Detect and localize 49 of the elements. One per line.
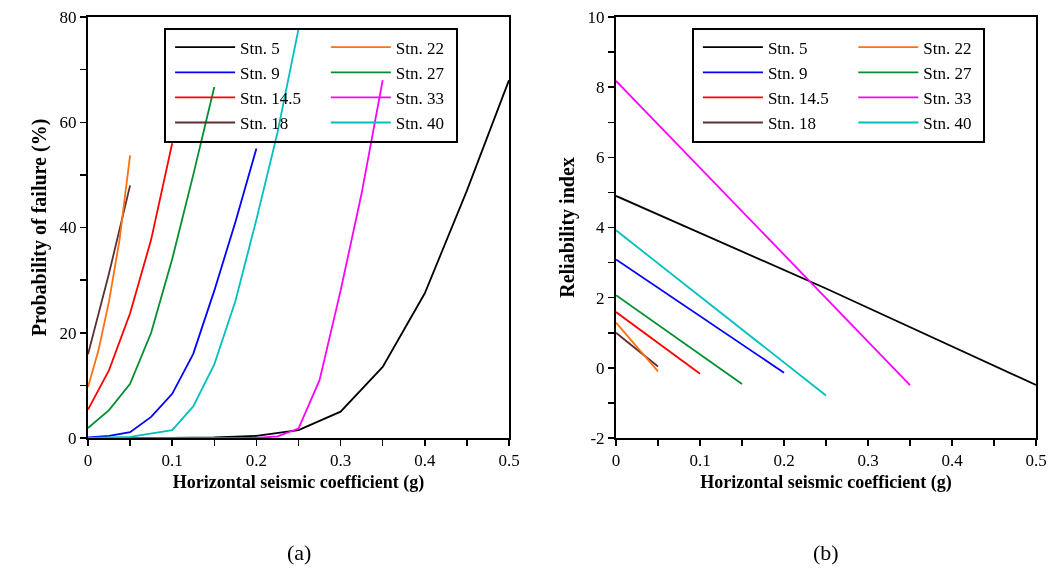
y-tick-label: 80 bbox=[59, 7, 77, 27]
line-series bbox=[88, 154, 131, 388]
legend-label: Stn. 33 bbox=[923, 89, 972, 109]
legend-label: Stn. 5 bbox=[767, 38, 808, 58]
y-tick-label: 6 bbox=[596, 148, 605, 168]
y-tick-label: 8 bbox=[596, 78, 605, 98]
x-tick-label: 0.1 bbox=[161, 451, 183, 471]
x-tick-label: 0 bbox=[83, 451, 93, 471]
y-axis-title: Probability of failure (%) bbox=[27, 118, 51, 337]
y-tick-label: 2 bbox=[596, 288, 605, 308]
x-tick-label: 0.2 bbox=[773, 451, 795, 471]
x-tick-label: 0.5 bbox=[1025, 451, 1047, 471]
y-tick-label: 40 bbox=[59, 218, 77, 238]
x-tick-label: 0.1 bbox=[689, 451, 711, 471]
legend-label: Stn. 9 bbox=[240, 63, 280, 83]
y-tick-label: -2 bbox=[590, 428, 605, 448]
legend-label: Stn. 18 bbox=[767, 114, 817, 134]
x-tick-label: 0.3 bbox=[329, 451, 352, 471]
line-series bbox=[88, 147, 258, 438]
x-tick-label: 0.4 bbox=[941, 451, 964, 471]
y-tick-label: 10 bbox=[587, 7, 605, 27]
legend-label: Stn. 27 bbox=[395, 63, 445, 83]
x-tick-label: 0.4 bbox=[414, 451, 436, 471]
y-tick-label: 20 bbox=[59, 323, 77, 343]
legend-label: Stn. 33 bbox=[395, 89, 445, 109]
x-tick-label: 0.2 bbox=[245, 451, 268, 471]
x-tick-label: 0.5 bbox=[498, 451, 520, 471]
text: (b) bbox=[813, 540, 839, 565]
y-tick-label: 0 bbox=[68, 428, 77, 448]
line-series bbox=[88, 86, 216, 429]
x-axis-title: Horizontal seismic coefficient (g) bbox=[172, 472, 425, 493]
y-axis-title: Reliability index bbox=[555, 157, 579, 298]
x-tick-label: 0 bbox=[611, 451, 621, 471]
legend-label: Stn. 9 bbox=[767, 63, 808, 83]
line-series bbox=[88, 28, 300, 438]
x-tick-label: 0.3 bbox=[857, 451, 879, 471]
y-tick-label: 60 bbox=[59, 113, 77, 133]
legend-label: Stn. 22 bbox=[923, 38, 972, 58]
y-tick-label: 4 bbox=[596, 218, 606, 238]
legend-label: Stn. 40 bbox=[395, 114, 445, 134]
legend-label: Stn. 22 bbox=[395, 38, 445, 58]
legend-label: Stn. 5 bbox=[240, 38, 280, 58]
text: (a) bbox=[287, 540, 312, 565]
legend-label: Stn. 14.5 bbox=[767, 89, 829, 109]
x-axis-title: Horizontal seismic coefficient (g) bbox=[700, 472, 952, 493]
legend-label: Stn. 40 bbox=[923, 114, 972, 134]
legend-label: Stn. 27 bbox=[923, 63, 972, 83]
y-tick-label: 0 bbox=[596, 358, 605, 378]
line-series bbox=[88, 142, 174, 411]
